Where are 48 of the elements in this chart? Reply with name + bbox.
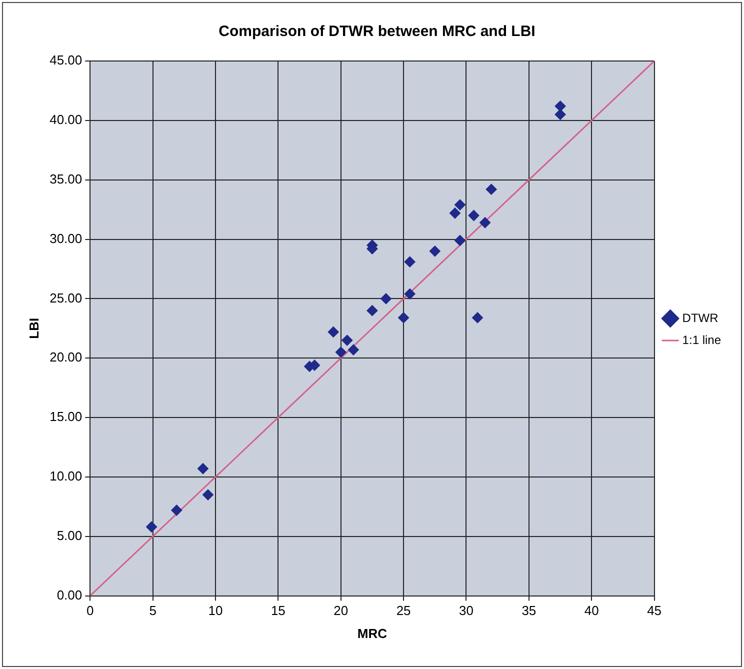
y-axis-title: LBI xyxy=(26,318,42,339)
y-tick-label: 10.00 xyxy=(50,468,82,484)
point xyxy=(146,521,158,532)
point xyxy=(404,256,416,268)
point xyxy=(429,246,440,257)
x-tick-label: 25 xyxy=(396,603,411,618)
y-tick-label: 45.00 xyxy=(50,52,82,68)
point xyxy=(454,234,466,246)
x-tick-label: 40 xyxy=(584,603,599,618)
point xyxy=(335,346,346,358)
point xyxy=(398,312,410,324)
point xyxy=(197,463,208,474)
y-tick-label: 0.00 xyxy=(56,587,82,602)
point xyxy=(348,344,359,356)
point xyxy=(449,208,460,219)
legend-label: DTWR xyxy=(682,310,719,325)
x-tick-label: 30 xyxy=(459,603,474,618)
y-tick-label: 20.00 xyxy=(50,350,82,365)
point xyxy=(328,326,339,338)
point xyxy=(366,305,378,316)
point xyxy=(554,100,566,112)
y-tick-label: 30.00 xyxy=(50,230,82,246)
x-axis-title: MRC xyxy=(357,626,388,641)
x-tick-label: 15 xyxy=(270,603,286,618)
point xyxy=(486,184,497,195)
x-tick-label: 5 xyxy=(149,603,156,618)
y-tick-label: 15.00 xyxy=(50,409,82,424)
y-tick-label: 25.00 xyxy=(50,290,82,306)
y-tick-label: 35.00 xyxy=(50,171,82,186)
point xyxy=(342,334,353,346)
legend-label: 1:1 line xyxy=(682,332,722,347)
y-tick-label: 5.00 xyxy=(56,528,82,543)
point xyxy=(171,504,182,516)
x-tick-label: 45 xyxy=(647,603,662,618)
y-tick-label: 40.00 xyxy=(50,112,82,127)
point xyxy=(472,312,484,324)
x-tick-label: 0 xyxy=(86,603,94,618)
point xyxy=(480,217,491,228)
point xyxy=(554,108,566,120)
point xyxy=(380,293,392,304)
x-tick-label: 10 xyxy=(208,603,223,618)
point xyxy=(454,199,466,210)
point xyxy=(468,210,480,221)
x-tick-label: 20 xyxy=(334,603,348,618)
point xyxy=(404,288,416,300)
point xyxy=(202,489,214,500)
chart-title: Comparison of DTWR between MRC and LBI xyxy=(218,23,536,40)
x-tick-label: 35 xyxy=(522,603,536,618)
